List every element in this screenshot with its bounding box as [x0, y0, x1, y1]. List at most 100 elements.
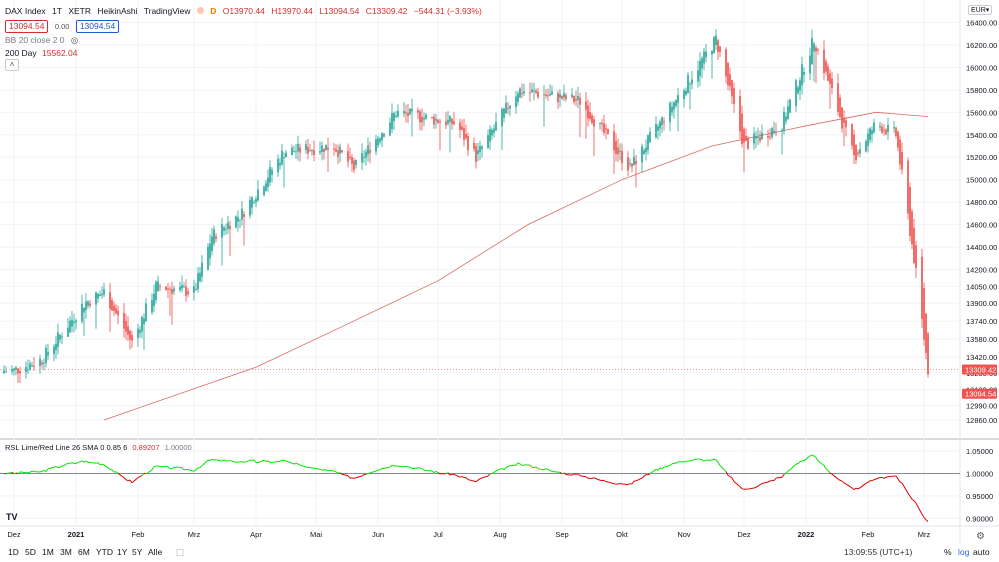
candle-body: [131, 335, 133, 341]
rsl-segment: [585, 476, 589, 479]
rsl-segment: [655, 468, 659, 471]
date-range-icon[interactable]: ⬚: [176, 547, 185, 557]
candle-body: [561, 95, 563, 99]
timeframe-all[interactable]: Alle: [148, 547, 163, 557]
candle-body: [183, 286, 185, 288]
candle-body: [405, 112, 407, 114]
rsl-segment: [551, 470, 559, 473]
rsl-segment: [453, 473, 461, 478]
gear-icon[interactable]: ⚙: [976, 531, 985, 542]
candle-body: [13, 368, 15, 371]
candle-body: [59, 334, 61, 340]
candle-body: [295, 151, 297, 153]
price-axis-label: 16000.00: [966, 63, 997, 72]
rsl-segment: [299, 464, 307, 468]
currency-button[interactable]: EUR▾: [968, 5, 993, 15]
rsl-segment: [221, 459, 225, 462]
rsl-segment: [689, 459, 693, 462]
candle-body: [235, 216, 237, 228]
timeframe-1m[interactable]: 1M: [42, 547, 54, 557]
spread-value: 0.00: [54, 22, 70, 31]
rsl-segment: [845, 483, 853, 489]
candle-body: [117, 310, 119, 316]
rsl-segment: [883, 476, 887, 479]
rsl-segment: [859, 482, 867, 489]
rsl-segment: [355, 475, 363, 479]
candle-body: [307, 147, 309, 154]
time-axis-label: 2022: [798, 530, 815, 539]
candle-body: [909, 187, 911, 237]
candle-body: [253, 202, 255, 204]
candle-body: [465, 134, 467, 139]
chevron-up-icon[interactable]: ˄: [5, 59, 19, 71]
candle-body: [27, 369, 29, 371]
rsl-segment: [61, 462, 69, 467]
rsl-segment: [141, 472, 145, 477]
rsl-segment: [719, 465, 727, 472]
percent-toggle[interactable]: %: [944, 547, 952, 557]
candle-body: [663, 121, 665, 123]
candle-body: [229, 225, 231, 230]
bid-button[interactable]: 13094.54: [5, 20, 49, 33]
candle-body: [537, 91, 539, 98]
candle-body: [71, 319, 73, 327]
candle-body: [367, 145, 369, 155]
timeframe-3m[interactable]: 3M: [60, 547, 72, 557]
rsl-segment: [201, 459, 209, 467]
time-axis-label: 2021: [68, 530, 85, 539]
rsl-segment: [659, 467, 663, 470]
candle-body: [549, 93, 551, 96]
rsl-segment: [885, 476, 889, 478]
candle-body: [89, 303, 91, 306]
candle-body: [743, 128, 745, 143]
rsl-segment: [921, 513, 925, 518]
rsl-segment: [761, 481, 769, 485]
candle-body: [293, 151, 295, 153]
rsl-segment: [579, 475, 587, 478]
time-axis-label: Mai: [310, 530, 322, 539]
timeframe-5y[interactable]: 5Y: [132, 547, 143, 557]
rsl-segment: [825, 468, 829, 471]
candle-body: [745, 135, 747, 141]
ma-indicator-legend[interactable]: 200 Day 15562.04: [5, 48, 78, 58]
timeframe-1d[interactable]: 1D: [8, 547, 19, 557]
candle-body: [461, 126, 463, 130]
log-toggle[interactable]: log: [958, 547, 970, 557]
candle-body: [883, 129, 885, 131]
rsl-segment: [643, 474, 647, 477]
candle-body: [19, 370, 21, 374]
rsl-segment: [479, 477, 483, 480]
bb-indicator-legend[interactable]: BB 20 close 2 0 ◎: [5, 35, 78, 46]
candle-body: [29, 363, 31, 370]
candle-body: [495, 121, 497, 131]
timeframe-ytd[interactable]: YTD: [96, 547, 113, 557]
symbol-name[interactable]: DAX Index: [5, 6, 46, 16]
timeframe-6m[interactable]: 6M: [78, 547, 90, 557]
candle-body: [755, 136, 757, 139]
candle-body: [775, 131, 777, 133]
rsl-segment: [263, 459, 267, 463]
candle-body: [33, 365, 35, 367]
candle-body: [311, 150, 313, 152]
auto-toggle[interactable]: auto: [973, 547, 990, 557]
eye-icon[interactable]: ◎: [70, 35, 79, 45]
rsl-segment: [767, 480, 771, 483]
rsl-segment: [243, 459, 251, 463]
rsl-segment: [335, 471, 339, 474]
timeframe-5d[interactable]: 5D: [25, 547, 36, 557]
tradingview-logo-icon[interactable]: TV: [6, 512, 18, 522]
candle-body: [85, 301, 87, 311]
candle-body: [417, 110, 419, 113]
rsl-segment: [603, 479, 607, 483]
price-badge: [962, 388, 997, 399]
rsl-segment: [701, 459, 705, 462]
rsl-segment: [493, 470, 497, 473]
clock-readout[interactable]: 13:09:55 (UTC+1): [844, 547, 913, 557]
candle-body: [333, 148, 335, 150]
timeframe-1y[interactable]: 1Y: [117, 547, 128, 557]
rsl-legend[interactable]: RSL Lime/Red Line 26 SMA 0 0.85 6 0.8920…: [5, 443, 192, 452]
rsl-segment: [223, 459, 227, 462]
rsl-segment: [431, 470, 435, 474]
ask-button[interactable]: 13094.54: [75, 20, 120, 33]
